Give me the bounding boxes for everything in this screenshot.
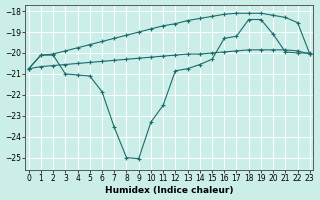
X-axis label: Humidex (Indice chaleur): Humidex (Indice chaleur) [105,186,234,195]
